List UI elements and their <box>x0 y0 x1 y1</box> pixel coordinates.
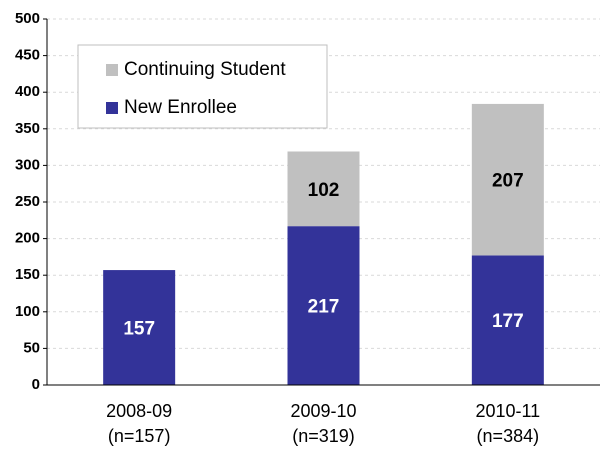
x-tick-label: (n=319) <box>292 426 355 446</box>
data-label: 217 <box>308 297 340 318</box>
x-tick-label: (n=157) <box>108 426 171 446</box>
data-label: 207 <box>492 171 524 192</box>
y-tick-label: 400 <box>15 83 40 100</box>
legend-label: New Enrollee <box>124 97 237 118</box>
data-label: 102 <box>308 180 340 201</box>
bar-segment <box>287 226 360 385</box>
y-tick-label: 350 <box>15 120 40 137</box>
bar-segment <box>103 270 176 385</box>
bar-segment <box>471 103 544 256</box>
y-tick-label: 500 <box>15 10 40 27</box>
x-tick-label: 2009-10 <box>290 401 356 421</box>
y-tick-label: 200 <box>15 230 40 247</box>
legend-label: Continuing Student <box>124 59 286 80</box>
y-tick-label: 50 <box>23 339 40 356</box>
x-tick-label: (n=384) <box>477 426 540 446</box>
legend-swatch <box>106 102 118 114</box>
y-tick-label: 0 <box>32 376 40 393</box>
y-tick-label: 150 <box>15 266 40 283</box>
x-tick-label: 2010-11 <box>475 401 540 421</box>
legend-box <box>77 44 328 129</box>
legend-swatch <box>106 64 118 76</box>
bar-segment <box>471 255 544 385</box>
data-label: 177 <box>492 311 524 332</box>
y-tick-label: 100 <box>15 303 40 320</box>
data-label: 157 <box>123 319 155 340</box>
y-tick-label: 300 <box>15 156 40 173</box>
y-tick-label: 250 <box>15 193 40 210</box>
bar-segment <box>287 151 360 227</box>
y-tick-label: 450 <box>15 47 40 64</box>
x-tick-label: 2008-09 <box>106 401 172 421</box>
